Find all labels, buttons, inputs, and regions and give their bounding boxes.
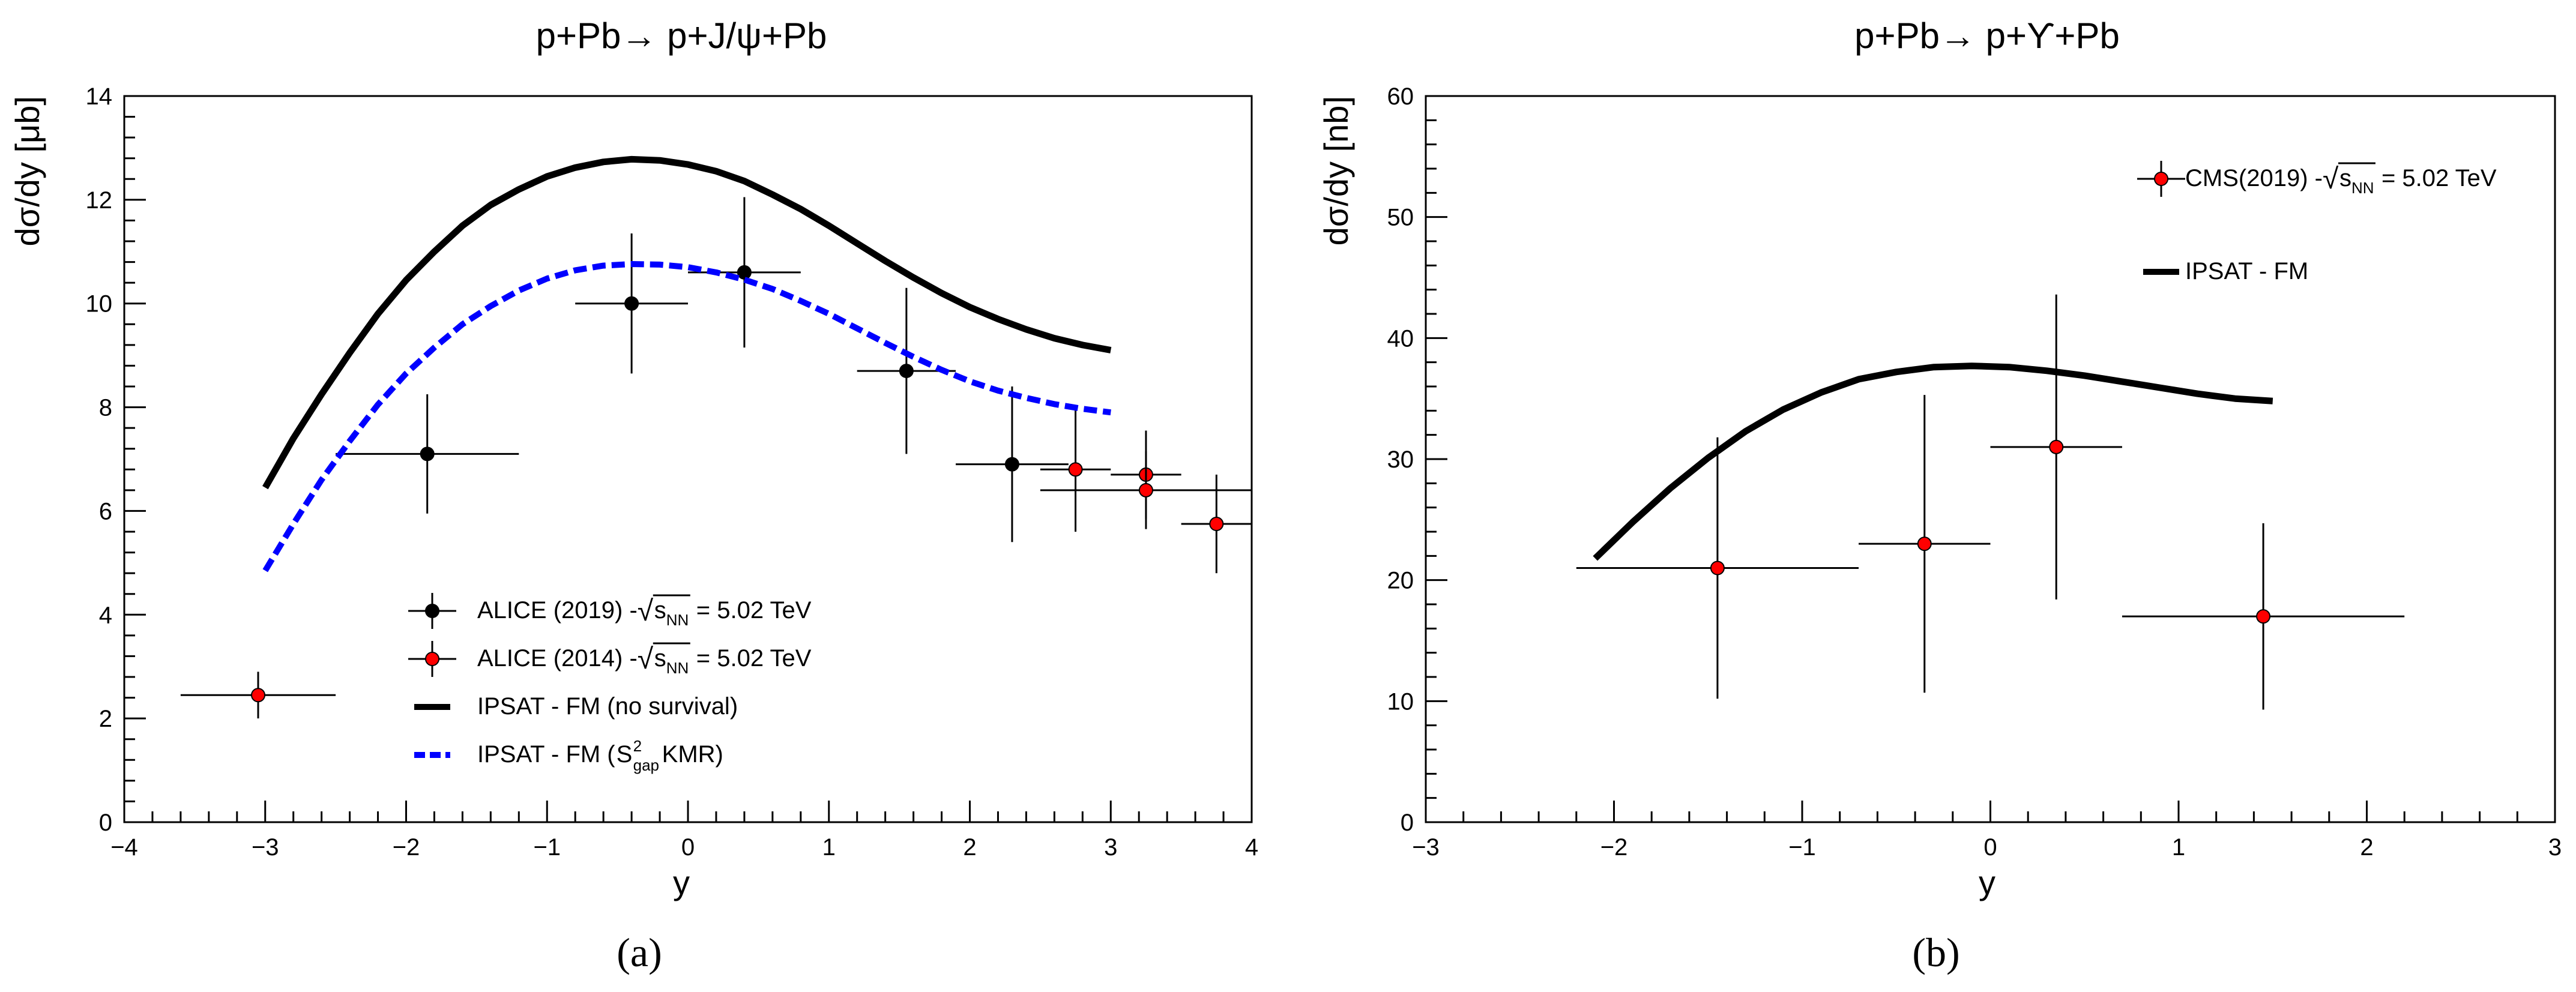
y-tick-label: 4 (99, 602, 112, 628)
data-point (899, 364, 914, 379)
legend-label: IPSAT - FM ( (477, 741, 615, 768)
series-ipsat-fm (1593, 362, 2273, 561)
series-ipsat-fm-no-survival- (262, 155, 1112, 490)
data-point (1138, 482, 1153, 498)
data-point (251, 688, 266, 703)
legend-label-sqrt: √ (2323, 163, 2339, 195)
y-tick-label: 6 (99, 498, 112, 525)
y-tick-label: 10 (1387, 688, 1414, 715)
x-tick-label: −3 (1412, 834, 1440, 861)
x-tick-label: 4 (1245, 834, 1258, 861)
data-point (1209, 517, 1224, 532)
data-point (624, 296, 639, 311)
legend-label-nn: NN (2351, 179, 2374, 197)
legend-label-text: ALICE (2014) - (477, 645, 638, 672)
series-line (262, 261, 1111, 573)
y-tick-label: 0 (99, 810, 112, 836)
legend-label-s: s (2339, 165, 2351, 191)
legend-label-s: s (654, 597, 666, 624)
data-point (2256, 609, 2271, 624)
legend-label-sqrt: √ (638, 643, 654, 675)
series-alice-2019- (336, 197, 1069, 543)
y-tick-label: 50 (1387, 205, 1414, 231)
y-tick-label: 12 (86, 187, 113, 214)
x-tick-label: 0 (1983, 834, 1997, 861)
series-line (262, 155, 1112, 490)
legend-sgap-sup: 2 (633, 737, 642, 755)
y-tick-label: 2 (99, 706, 112, 732)
y-tick-label: 14 (86, 83, 113, 110)
panel-caption: (b) (1912, 930, 1959, 975)
legend-sgap-sub: gap (633, 756, 659, 774)
series-ipsat-fm- (262, 261, 1111, 573)
legend-label-sqrt: √ (638, 595, 654, 627)
y-tick-label: 40 (1387, 325, 1414, 352)
x-tick-label: 3 (1104, 834, 1117, 861)
legend-sgap-s: S (617, 741, 633, 768)
legend-label-energy: = 5.02 TeV (696, 645, 812, 672)
legend-marker (2154, 172, 2168, 186)
legend: CMS(2019) - √ s NN = 5.02 TeV IPSAT - FM (2137, 161, 2497, 284)
data-point (420, 446, 435, 461)
legend-label-nn: NN (666, 611, 689, 629)
x-tick-label: −1 (1788, 834, 1816, 861)
y-tick-label: 30 (1387, 446, 1414, 473)
legend-label-energy: = 5.02 TeV (696, 597, 812, 624)
x-tick-label: −2 (393, 834, 420, 861)
panel-caption: (a) (617, 930, 662, 975)
x-tick-label: 2 (2360, 834, 2373, 861)
chart-title: p+Pb→ p+ϒ+Pb (1854, 16, 2120, 56)
legend-marker (425, 604, 439, 618)
legend-label-s: s (654, 645, 666, 672)
series-cms-2019- (1576, 294, 2405, 710)
y-tick-label: 10 (86, 291, 113, 317)
x-tick-label: −3 (252, 834, 279, 861)
x-tick-label: 3 (2548, 834, 2562, 861)
y-tick-label: 60 (1387, 83, 1414, 110)
data-point (1004, 457, 1019, 472)
y-tick-label: 8 (99, 395, 112, 421)
legend-label: IPSAT - FM (2185, 258, 2308, 284)
y-axis-title: dσ/dy [μb] (8, 96, 46, 247)
legend-label-text: CMS(2019) - (2185, 165, 2323, 191)
data-point (2049, 439, 2064, 454)
x-tick-label: −2 (1600, 834, 1628, 861)
data-point (737, 265, 752, 280)
series-line (1593, 362, 2273, 561)
y-tick-label: 20 (1387, 568, 1414, 594)
x-axis-title: y (673, 864, 690, 901)
data-point (1068, 462, 1083, 477)
legend-marker (425, 652, 439, 666)
x-tick-label: −4 (110, 834, 138, 861)
legend-label-energy: = 5.02 TeV (2381, 165, 2497, 191)
data-point (1917, 537, 1932, 552)
x-tick-label: −1 (533, 834, 561, 861)
legend-label-text: ALICE (2019) - (477, 597, 638, 624)
series-alice-2014- (180, 407, 1252, 719)
plot-frame (1425, 95, 2556, 823)
y-tick-label: 0 (1401, 810, 1414, 836)
data-point (1710, 561, 1725, 576)
x-tick-label: 1 (2172, 834, 2185, 861)
legend-label: IPSAT - FM (no survival) (477, 693, 738, 720)
x-tick-label: 0 (681, 834, 695, 861)
x-axis-title: y (1979, 864, 1995, 901)
legend-label-nn: NN (666, 659, 689, 677)
y-axis-title: dσ/dy [nb] (1317, 96, 1355, 245)
legend-label-suffix: KMR) (662, 741, 723, 768)
chart-title: p+Pb→ p+J/ψ+Pb (536, 16, 827, 56)
x-tick-label: 1 (822, 834, 836, 861)
x-tick-label: 2 (963, 834, 976, 861)
